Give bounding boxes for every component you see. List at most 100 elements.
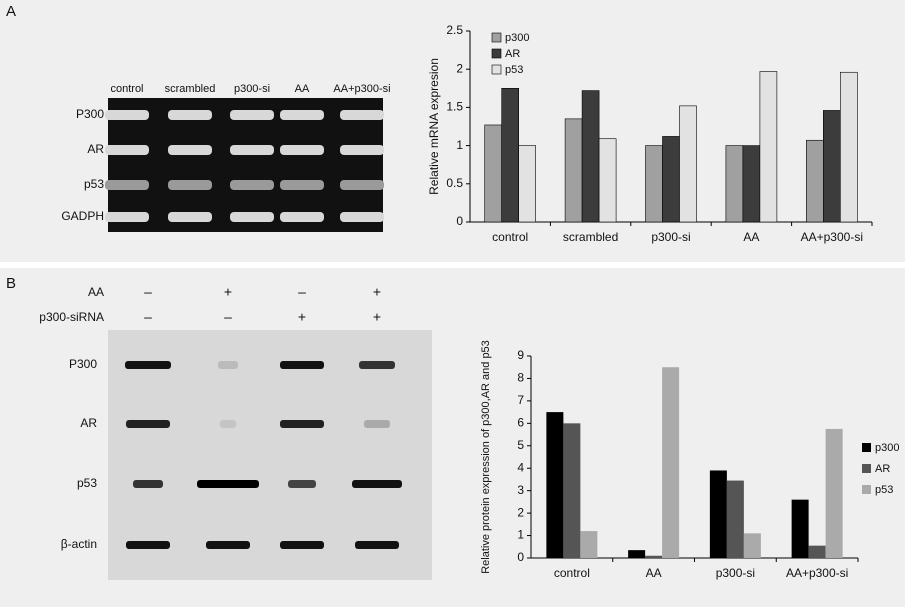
lane-label: scrambled — [165, 83, 216, 95]
condition-label: AA — [88, 285, 104, 299]
blot-band — [364, 420, 390, 428]
gel-band — [105, 145, 149, 155]
gel-band — [230, 145, 274, 155]
x-tick-label: AA — [646, 566, 662, 580]
bar — [484, 124, 503, 223]
legend-label: p53 — [505, 64, 523, 76]
gel-band — [340, 110, 384, 120]
y-tick-label: 9 — [517, 348, 524, 362]
bar — [805, 139, 824, 223]
condition-sign: + — [224, 284, 232, 300]
gel-band — [168, 110, 212, 120]
gel-band — [340, 145, 384, 155]
bar — [822, 110, 841, 223]
blot-band — [288, 480, 316, 488]
condition-sign: + — [298, 309, 306, 325]
blot-band — [218, 361, 238, 369]
bar — [546, 412, 564, 558]
condition-sign: – — [298, 284, 306, 300]
gel-band — [105, 110, 149, 120]
gel-band — [340, 180, 384, 190]
row-label: P300 — [76, 107, 104, 121]
condition-label: p300-siRNA — [39, 310, 104, 324]
blot-band — [355, 541, 399, 549]
gel-band — [280, 145, 324, 155]
row-label: P300 — [69, 357, 97, 371]
x-tick-label: AA — [743, 230, 759, 244]
y-tick-label: 2 — [517, 505, 524, 519]
bar — [628, 550, 646, 558]
gel-band — [168, 145, 212, 155]
blot-band — [280, 420, 324, 428]
bar — [725, 145, 744, 223]
bar — [825, 428, 843, 558]
blot-image — [108, 330, 432, 580]
legend-swatch — [491, 32, 502, 43]
gel-band — [280, 180, 324, 190]
y-tick-label: 0 — [517, 550, 524, 564]
y-tick-label: 2 — [456, 61, 463, 75]
legend-label: p300 — [505, 32, 529, 44]
row-label: p53 — [84, 177, 104, 191]
y-tick-label: 2.5 — [446, 23, 463, 37]
gel-band — [168, 180, 212, 190]
bar — [709, 470, 727, 558]
condition-sign: – — [144, 309, 152, 325]
y-tick-label: 7 — [517, 393, 524, 407]
y-tick-label: 0.5 — [446, 176, 463, 190]
legend-label: AR — [505, 48, 520, 60]
condition-sign: + — [373, 284, 381, 300]
bar — [501, 88, 520, 223]
legend-label: p300 — [875, 442, 899, 454]
y-tick-label: 1 — [456, 138, 463, 152]
y-tick-label: 4 — [517, 460, 524, 474]
bar — [743, 533, 761, 558]
panel-letter: A — [6, 3, 16, 20]
bar — [645, 145, 663, 223]
row-label: p53 — [77, 476, 97, 490]
legend-label: AR — [875, 463, 890, 475]
blot-band — [125, 361, 171, 369]
legend-swatch — [491, 48, 502, 59]
y-tick-label: 1 — [517, 528, 524, 542]
y-tick-label: 5 — [517, 438, 524, 452]
bar — [518, 145, 537, 223]
x-tick-label: p300-si — [651, 230, 690, 244]
lane-label: AA+p300-si — [333, 83, 390, 95]
row-label: β-actin — [61, 537, 97, 551]
y-tick-label: 1.5 — [446, 100, 463, 114]
blot-band — [352, 480, 402, 488]
gel-band — [105, 212, 149, 222]
y-axis-label: Relative mRNA expresion — [427, 58, 441, 195]
blot-band — [359, 361, 395, 369]
row-label: AR — [87, 142, 104, 156]
y-axis-label: Relative protein expression of p300,AR a… — [480, 340, 492, 574]
gel-band — [340, 212, 384, 222]
x-tick-label: scrambled — [563, 230, 618, 244]
gel-band — [280, 212, 324, 222]
bar — [662, 136, 680, 223]
bar — [564, 118, 583, 223]
x-tick-label: p300-si — [716, 566, 755, 580]
gel-band — [105, 180, 149, 190]
legend-swatch — [862, 485, 871, 494]
blot-band — [280, 541, 324, 549]
gel-band — [280, 110, 324, 120]
bar — [580, 531, 598, 558]
bar — [645, 555, 663, 558]
y-tick-label: 0 — [456, 214, 463, 228]
gel-band — [168, 212, 212, 222]
bar — [839, 71, 858, 223]
row-label: AR — [80, 416, 97, 430]
x-tick-label: AA+p300-si — [786, 566, 848, 580]
blot-band — [126, 541, 170, 549]
blot-band — [197, 480, 259, 488]
legend-swatch — [491, 64, 502, 75]
lane-label: p300-si — [234, 83, 270, 95]
blot-band — [206, 541, 250, 549]
gel-image — [108, 98, 383, 232]
bar — [662, 367, 680, 558]
gel-band — [230, 110, 274, 120]
y-tick-label: 3 — [517, 483, 524, 497]
bar — [742, 145, 761, 223]
